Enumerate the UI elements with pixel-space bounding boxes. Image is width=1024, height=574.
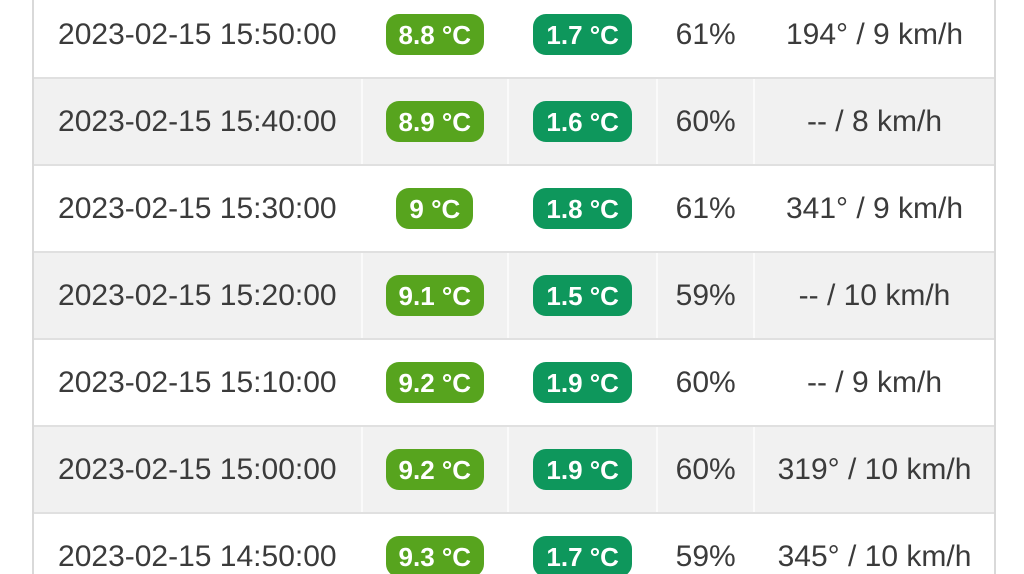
- datetime-cell: 2023-02-15 15:30:00: [34, 166, 363, 251]
- dew-point-cell: 1.6 °C: [509, 79, 659, 164]
- table-row: 2023-02-15 14:50:00 9.3 °C 1.7 °C 59% 34…: [34, 514, 994, 574]
- wind-cell: 319° / 10 km/h: [777, 452, 972, 486]
- humidity-cell: 59%: [658, 514, 755, 574]
- dew-point-cell: 1.8 °C: [509, 166, 659, 251]
- datetime-cell: 2023-02-15 15:10:00: [34, 340, 363, 425]
- temperature-badge: 8.8 °C: [385, 14, 485, 55]
- humidity-cell: 61%: [658, 166, 755, 251]
- dew-point-badge: 1.6 °C: [533, 101, 632, 142]
- temperature-cell: 9.2 °C: [363, 340, 510, 425]
- temperature-cell: 8.9 °C: [363, 79, 510, 164]
- datetime-cell: 2023-02-15 15:50:00: [34, 0, 363, 77]
- wind-cell: -- / 10 km/h: [798, 278, 951, 312]
- temperature-cell: 9.1 °C: [363, 253, 510, 338]
- humidity-cell: 61%: [658, 0, 755, 77]
- temperature-badge: 9.2 °C: [385, 362, 485, 403]
- wind-cell: -- / 9 km/h: [806, 365, 942, 399]
- dew-point-cell: 1.7 °C: [509, 514, 659, 574]
- temperature-cell: 9.2 °C: [363, 427, 510, 512]
- wind-cell: 341° / 9 km/h: [785, 191, 964, 225]
- dew-point-badge: 1.5 °C: [533, 275, 632, 316]
- dew-point-badge: 1.7 °C: [533, 536, 632, 574]
- wind-cell: -- / 8 km/h: [806, 104, 942, 138]
- humidity-cell: 59%: [658, 253, 755, 338]
- humidity-cell: 60%: [658, 79, 755, 164]
- wind-cell: 194° / 9 km/h: [785, 17, 964, 51]
- dew-point-badge: 1.9 °C: [533, 449, 632, 490]
- temperature-badge: 8.9 °C: [385, 101, 485, 142]
- dew-point-cell: 1.7 °C: [509, 0, 659, 77]
- wind-cell: 345° / 10 km/h: [777, 539, 972, 573]
- temperature-cell: 8.8 °C: [363, 0, 510, 77]
- dew-point-badge: 1.8 °C: [533, 188, 632, 229]
- temperature-badge: 9.1 °C: [385, 275, 485, 316]
- humidity-cell: 60%: [658, 340, 755, 425]
- datetime-cell: 2023-02-15 15:40:00: [34, 79, 363, 164]
- table-row: 2023-02-15 15:30:00 9 °C 1.8 °C 61% 341°…: [34, 166, 994, 253]
- table-row: 2023-02-15 15:50:00 8.8 °C 1.7 °C 61% 19…: [34, 0, 994, 79]
- dew-point-cell: 1.5 °C: [509, 253, 659, 338]
- datetime-cell: 2023-02-15 15:20:00: [34, 253, 363, 338]
- datetime-cell: 2023-02-15 14:50:00: [34, 514, 363, 574]
- table-row: 2023-02-15 15:10:00 9.2 °C 1.9 °C 60% --…: [34, 340, 994, 427]
- dew-point-badge: 1.9 °C: [533, 362, 632, 403]
- humidity-cell: 60%: [658, 427, 755, 512]
- dew-point-cell: 1.9 °C: [509, 427, 659, 512]
- table-row: 2023-02-15 15:20:00 9.1 °C 1.5 °C 59% --…: [34, 253, 994, 340]
- table-row: 2023-02-15 15:40:00 8.9 °C 1.6 °C 60% --…: [34, 79, 994, 166]
- weather-observations-table: 2023-02-15 15:50:00 8.8 °C 1.7 °C 61% 19…: [32, 0, 996, 574]
- temperature-cell: 9.3 °C: [363, 514, 510, 574]
- temperature-badge: 9.2 °C: [385, 449, 485, 490]
- dew-point-cell: 1.9 °C: [509, 340, 659, 425]
- dew-point-badge: 1.7 °C: [533, 14, 632, 55]
- table-row: 2023-02-15 15:00:00 9.2 °C 1.9 °C 60% 31…: [34, 427, 994, 514]
- temperature-badge: 9.3 °C: [385, 536, 485, 574]
- temperature-badge: 9 °C: [396, 188, 474, 229]
- datetime-cell: 2023-02-15 15:00:00: [34, 427, 363, 512]
- temperature-cell: 9 °C: [363, 166, 510, 251]
